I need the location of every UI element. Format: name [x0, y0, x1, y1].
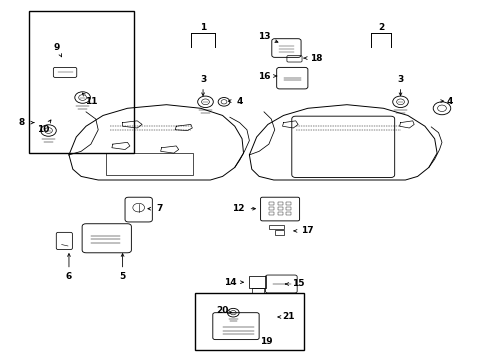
Bar: [29, 12, 134, 153]
Text: 3: 3: [200, 75, 206, 84]
Bar: [194, 293, 304, 350]
Bar: [277, 212, 282, 215]
Bar: [268, 225, 283, 229]
Text: 4: 4: [445, 96, 451, 105]
Text: 10: 10: [38, 125, 50, 134]
Text: 19: 19: [260, 337, 272, 346]
Bar: [268, 202, 273, 205]
Text: 12: 12: [232, 204, 244, 213]
Text: 11: 11: [84, 96, 97, 105]
Bar: [105, 153, 193, 175]
Text: 13: 13: [257, 32, 270, 41]
Bar: [249, 276, 266, 288]
Bar: [252, 288, 263, 293]
Text: 6: 6: [66, 272, 72, 281]
Text: 21: 21: [282, 312, 294, 321]
Text: 1: 1: [200, 23, 206, 32]
Text: 5: 5: [119, 272, 125, 281]
Bar: [285, 202, 290, 205]
Text: 15: 15: [291, 279, 304, 288]
Bar: [274, 230, 284, 234]
Bar: [268, 212, 273, 215]
Text: 3: 3: [397, 75, 403, 84]
Text: 14: 14: [223, 278, 236, 287]
Bar: [277, 202, 282, 205]
Bar: [277, 207, 282, 210]
Text: 7: 7: [156, 204, 162, 213]
Bar: [285, 207, 290, 210]
Text: 20: 20: [216, 306, 228, 315]
Text: 18: 18: [310, 54, 322, 63]
Bar: [285, 212, 290, 215]
Text: 4: 4: [236, 96, 243, 105]
Bar: [268, 207, 273, 210]
Text: 16: 16: [257, 72, 270, 81]
Text: 9: 9: [54, 43, 60, 52]
Text: 17: 17: [300, 226, 313, 235]
Text: 8: 8: [18, 118, 24, 127]
Text: 2: 2: [377, 23, 384, 32]
